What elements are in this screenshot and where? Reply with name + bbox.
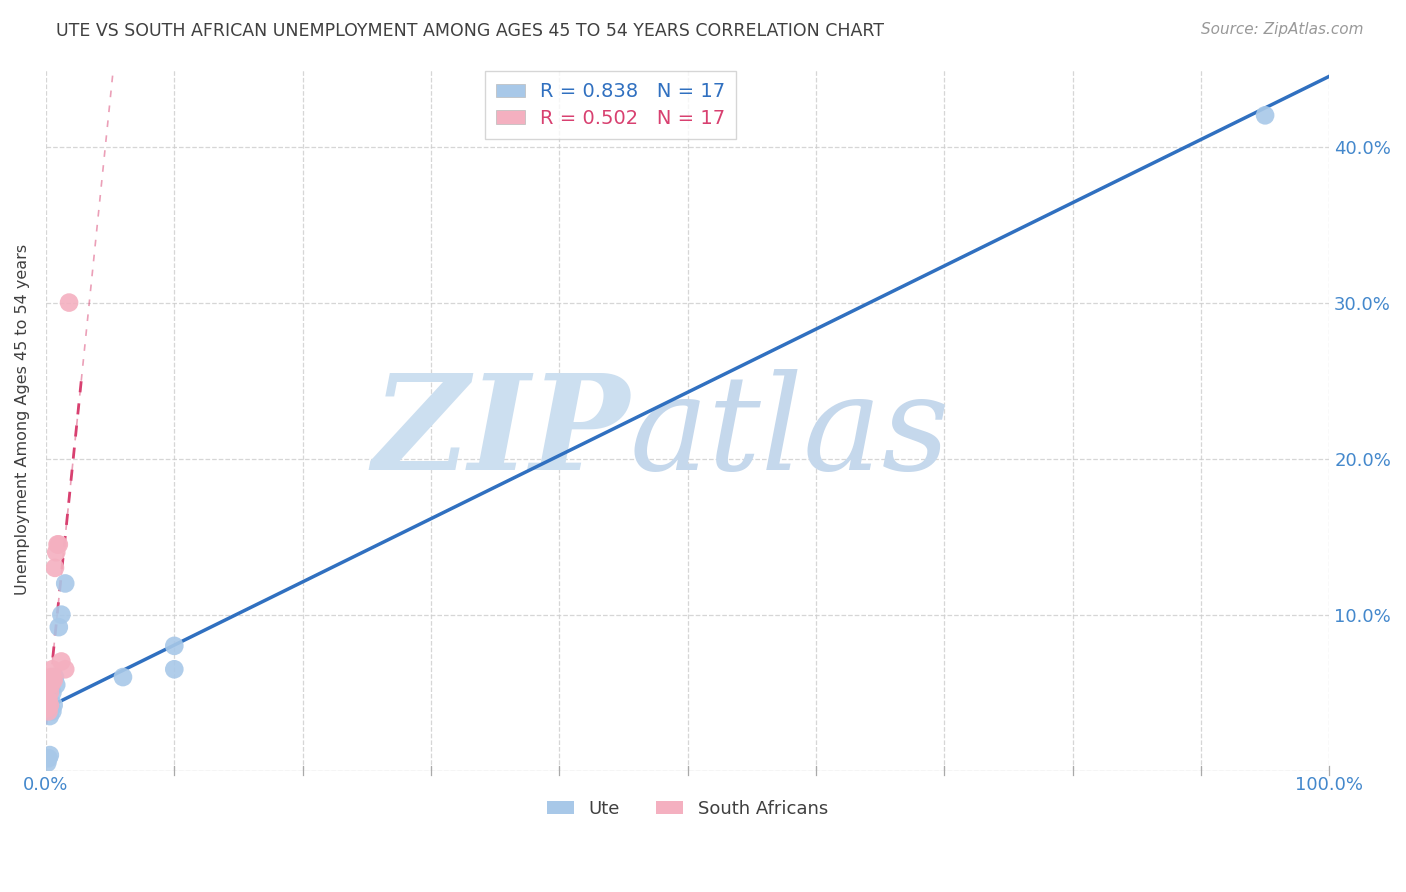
- Text: Source: ZipAtlas.com: Source: ZipAtlas.com: [1201, 22, 1364, 37]
- Point: [111, 670, 134, 684]
- Point: [51, 607, 73, 622]
- Point: [41, 670, 63, 684]
- Point: [38, 751, 60, 765]
- Point: [38, 748, 60, 763]
- Point: [42, 698, 65, 713]
- Point: [48, 620, 70, 634]
- Point: [37, 701, 59, 715]
- Point: [39, 670, 62, 684]
- Point: [44, 561, 66, 575]
- Point: [39, 678, 62, 692]
- Point: [53, 662, 76, 676]
- Point: [51, 655, 73, 669]
- Point: [53, 576, 76, 591]
- Point: [41, 705, 63, 719]
- Point: [38, 709, 60, 723]
- Point: [37, 756, 59, 770]
- Point: [163, 639, 186, 653]
- Point: [45, 678, 67, 692]
- Legend: Ute, South Africans: Ute, South Africans: [540, 792, 835, 825]
- Point: [163, 662, 186, 676]
- Text: atlas: atlas: [630, 369, 950, 498]
- Point: [38, 693, 60, 707]
- Point: [46, 537, 69, 551]
- Point: [41, 686, 63, 700]
- Point: [41, 662, 63, 676]
- Point: [58, 295, 80, 310]
- Text: UTE VS SOUTH AFRICAN UNEMPLOYMENT AMONG AGES 45 TO 54 YEARS CORRELATION CHART: UTE VS SOUTH AFRICAN UNEMPLOYMENT AMONG …: [56, 22, 884, 40]
- Point: [48, 537, 70, 551]
- Point: [44, 670, 66, 684]
- Point: [45, 545, 67, 559]
- Point: [38, 686, 60, 700]
- Point: [39, 701, 62, 715]
- Point: [38, 698, 60, 713]
- Text: ZIP: ZIP: [373, 369, 630, 498]
- Y-axis label: Unemployment Among Ages 45 to 54 years: Unemployment Among Ages 45 to 54 years: [15, 244, 30, 595]
- Point: [42, 673, 65, 688]
- Point: [38, 705, 60, 719]
- Point: [1254, 108, 1277, 122]
